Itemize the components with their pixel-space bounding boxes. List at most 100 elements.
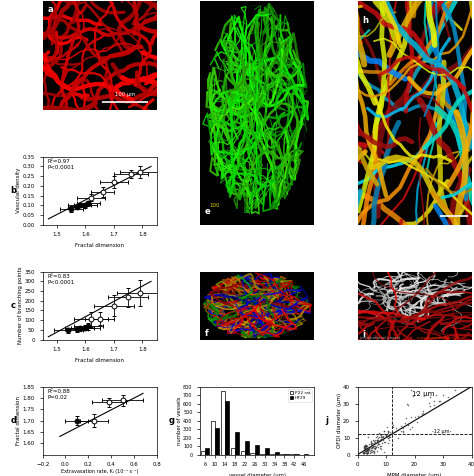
Point — [365, 449, 372, 456]
Point — [368, 448, 376, 456]
Point — [362, 442, 369, 450]
Point — [370, 442, 378, 450]
Text: c: c — [11, 301, 16, 310]
Point — [380, 430, 387, 438]
Text: d: d — [11, 416, 17, 425]
Bar — [274, 452, 279, 455]
Point — [363, 449, 371, 456]
Point — [365, 445, 373, 452]
Point — [374, 436, 381, 444]
Point — [371, 443, 379, 450]
Text: b: b — [11, 186, 17, 195]
Point — [364, 449, 371, 456]
Point — [362, 449, 370, 456]
Point — [361, 445, 368, 452]
Point — [412, 388, 420, 396]
Point — [425, 399, 432, 407]
Point — [369, 441, 377, 448]
Point — [363, 446, 370, 454]
Bar — [201, 451, 205, 455]
Point — [370, 439, 378, 447]
Point — [372, 444, 380, 451]
Text: e: e — [205, 207, 210, 216]
Y-axis label: number of vessels: number of vessels — [177, 397, 182, 445]
Point — [377, 436, 384, 444]
Point — [384, 434, 392, 442]
Point — [404, 401, 411, 408]
Point — [371, 438, 378, 446]
Point — [384, 427, 392, 435]
Point — [363, 446, 371, 453]
Point — [376, 436, 384, 443]
Point — [364, 446, 371, 454]
Bar — [264, 448, 269, 455]
Point — [372, 443, 380, 450]
Point — [373, 441, 381, 449]
Point — [363, 445, 371, 453]
Point — [367, 439, 375, 446]
Point — [377, 433, 384, 440]
Point — [389, 422, 397, 429]
X-axis label: MPM diameter (μm): MPM diameter (μm) — [387, 473, 442, 476]
Point — [361, 443, 368, 450]
Point — [387, 428, 394, 436]
Point — [366, 446, 374, 453]
Point — [367, 438, 374, 446]
Point — [381, 438, 388, 446]
Point — [445, 393, 452, 401]
Point — [413, 418, 420, 426]
Point — [363, 442, 371, 450]
Point — [361, 441, 369, 448]
Text: i: i — [362, 330, 365, 339]
Point — [378, 439, 386, 447]
Point — [364, 449, 371, 456]
Y-axis label: Number of branching points: Number of branching points — [18, 267, 23, 345]
Point — [377, 431, 385, 439]
Point — [375, 429, 383, 436]
Point — [361, 448, 368, 456]
Point — [384, 429, 392, 437]
Text: f: f — [205, 329, 209, 338]
Point — [367, 446, 374, 454]
Point — [383, 432, 391, 439]
Point — [370, 444, 377, 451]
Legend: P22 rat, HT29: P22 rat, HT29 — [288, 389, 312, 402]
Point — [375, 433, 383, 441]
Point — [360, 449, 367, 456]
Text: -12 μm-: -12 μm- — [432, 429, 451, 434]
Point — [360, 449, 368, 456]
Point — [362, 445, 370, 452]
Point — [418, 410, 426, 417]
Point — [382, 432, 389, 439]
Point — [438, 399, 446, 407]
Point — [383, 431, 390, 439]
Point — [361, 449, 368, 456]
Point — [371, 444, 379, 451]
Point — [369, 447, 377, 455]
Point — [366, 445, 374, 452]
Point — [371, 449, 378, 456]
Point — [362, 447, 369, 455]
Point — [376, 430, 384, 438]
Point — [381, 427, 388, 435]
Point — [366, 449, 374, 456]
Point — [361, 447, 368, 455]
Point — [382, 431, 390, 439]
Point — [365, 445, 372, 453]
Point — [385, 432, 393, 439]
Point — [411, 413, 419, 421]
Point — [363, 444, 370, 451]
Point — [403, 400, 410, 408]
Point — [360, 442, 368, 450]
Point — [377, 434, 385, 441]
Point — [384, 434, 392, 442]
Bar — [225, 401, 229, 455]
Point — [371, 447, 378, 455]
Point — [370, 444, 377, 452]
Point — [365, 446, 372, 454]
Point — [379, 435, 386, 443]
Point — [431, 397, 438, 405]
Point — [408, 413, 415, 421]
Point — [368, 440, 375, 448]
Bar — [211, 421, 215, 455]
